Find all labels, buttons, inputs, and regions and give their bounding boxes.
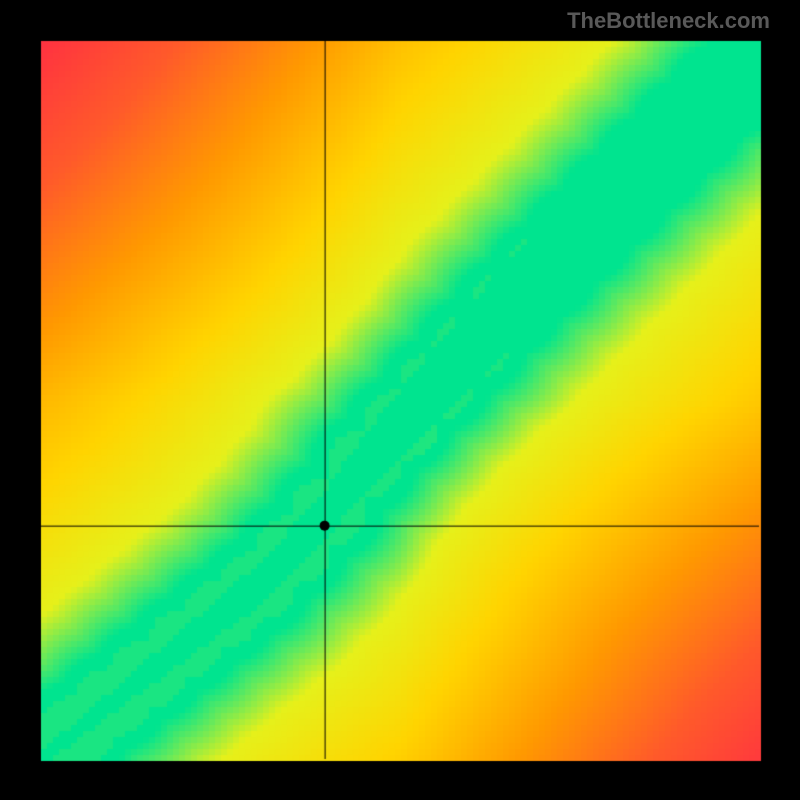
watermark-text: TheBottleneck.com bbox=[567, 8, 770, 34]
bottleneck-heatmap-canvas bbox=[0, 0, 800, 800]
chart-container: TheBottleneck.com bbox=[0, 0, 800, 800]
